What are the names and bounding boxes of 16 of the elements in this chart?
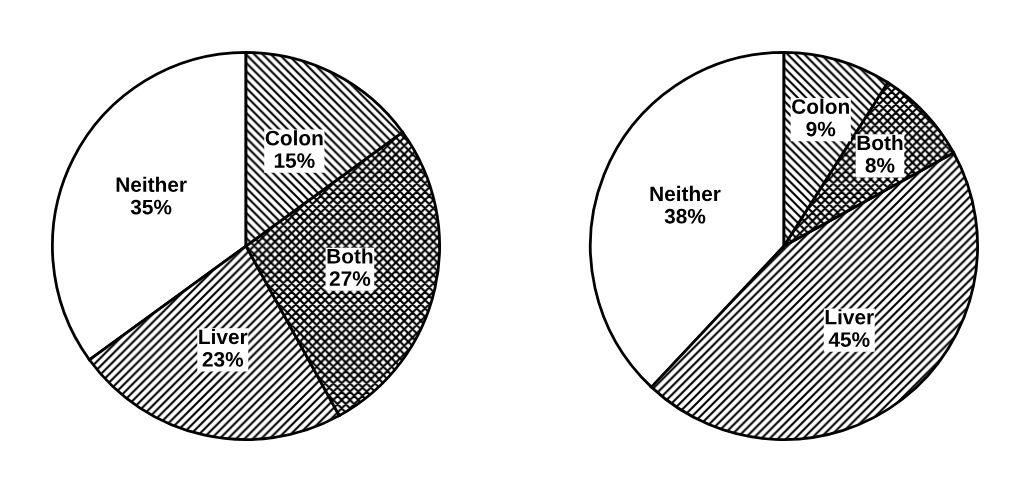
data-label: 9%	[806, 121, 836, 137]
slice-label: Liver	[199, 328, 248, 345]
slice-label: Neither	[650, 185, 721, 202]
data-label: 15%	[274, 153, 315, 168]
slice-label: Colon	[265, 130, 323, 146]
data-label: 23%	[202, 351, 244, 367]
data-label: 35%	[130, 199, 172, 215]
data-label: 27%	[329, 271, 371, 286]
slice-label: Both	[327, 248, 373, 264]
data-label: 38%	[664, 208, 706, 224]
data-label: 45%	[828, 332, 870, 347]
slice-label: Liver	[825, 309, 874, 325]
slice-label: Neither	[116, 176, 187, 193]
data-label: 8%	[865, 157, 895, 173]
slice-label: Colon	[792, 98, 849, 114]
slice-label: Both	[857, 134, 903, 151]
